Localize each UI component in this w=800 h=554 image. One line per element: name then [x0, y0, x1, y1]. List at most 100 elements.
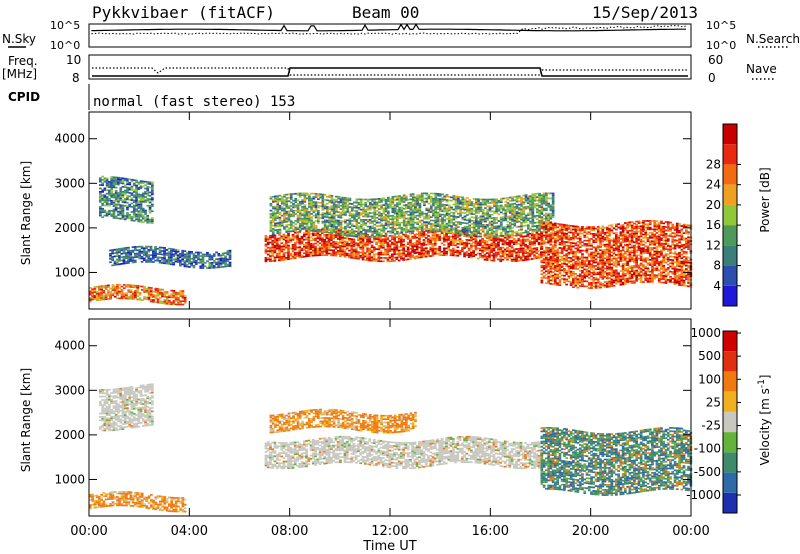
heatmap-cell — [121, 208, 125, 210]
heatmap-cell — [420, 231, 424, 233]
heatmap-cell — [420, 226, 424, 229]
heatmap-cell — [308, 219, 311, 222]
heatmap-cell — [481, 251, 484, 254]
heatmap-cell — [330, 235, 333, 238]
heatmap-cell — [273, 256, 277, 259]
heatmap-cell — [533, 205, 537, 207]
heatmap-cell — [323, 244, 326, 246]
heatmap-cell — [470, 208, 474, 210]
heatmap-cell — [474, 242, 478, 244]
heatmap-cell — [179, 295, 182, 297]
heatmap-cell — [565, 273, 568, 276]
heatmap-cell — [375, 216, 379, 219]
heatmap-cell — [590, 260, 593, 262]
heatmap-cell — [321, 195, 325, 198]
heatmap-cell — [508, 227, 512, 229]
heatmap-cell — [310, 204, 313, 207]
heatmap-cell — [123, 189, 127, 192]
heatmap-cell — [285, 207, 289, 210]
heatmap-cell — [526, 233, 530, 236]
heatmap-cell — [567, 260, 571, 262]
heatmap-cell — [549, 232, 553, 234]
heatmap-cell — [332, 205, 336, 208]
heatmap-cell — [312, 209, 316, 212]
heatmap-cell — [139, 214, 143, 216]
heatmap-cell — [515, 217, 519, 220]
heatmap-cell — [271, 214, 275, 217]
heatmap-cell — [405, 212, 408, 215]
heatmap-cell — [556, 255, 559, 257]
heatmap-cell — [105, 179, 109, 181]
heatmap-cell — [273, 249, 277, 252]
heatmap-cell — [423, 197, 426, 200]
heatmap-cell — [479, 217, 483, 219]
heatmap-cell — [336, 234, 340, 237]
heatmap-cell — [125, 284, 128, 286]
beam-title: Beam 00 — [352, 3, 419, 22]
heatmap-cell — [527, 195, 530, 198]
heatmap-cell — [520, 196, 523, 199]
heatmap-cell — [492, 239, 496, 242]
heatmap-cell — [361, 257, 365, 259]
heatmap-cell — [289, 213, 293, 216]
heatmap-cell — [459, 209, 462, 212]
heatmap-cell — [457, 221, 460, 223]
heatmap-cell — [434, 197, 438, 200]
heatmap-cell — [109, 291, 112, 293]
heatmap-cell — [463, 208, 467, 211]
heatmap-cell — [468, 226, 471, 228]
heatmap-cell — [98, 287, 101, 290]
heatmap-cell — [323, 216, 327, 218]
heatmap-cell — [549, 238, 553, 241]
heatmap-cell — [103, 209, 107, 212]
heatmap-cell — [515, 197, 519, 200]
heatmap-cell — [289, 222, 293, 224]
heatmap-cell — [278, 246, 281, 248]
heatmap-cell — [278, 247, 281, 250]
heatmap-cell — [515, 234, 518, 237]
heatmap-cell — [542, 234, 546, 237]
heatmap-cell — [587, 244, 591, 247]
heatmap-cell — [402, 221, 406, 224]
heatmap-cell — [420, 223, 424, 225]
heatmap-cell — [355, 200, 359, 202]
heatmap-cell — [317, 201, 320, 204]
heatmap-cell — [400, 216, 404, 219]
heatmap-cell — [129, 286, 133, 288]
heatmap-cell — [400, 198, 404, 200]
heatmap-cell — [466, 232, 469, 235]
heatmap-cell — [113, 287, 117, 290]
heatmap-cell — [387, 223, 390, 226]
heatmap-cell — [384, 248, 387, 251]
heatmap-cell — [425, 201, 429, 203]
heatmap-cell — [450, 227, 453, 229]
heatmap-cell — [567, 268, 571, 271]
heatmap-cell — [493, 220, 496, 223]
heatmap-cell — [483, 255, 487, 258]
heatmap-cell — [547, 282, 550, 285]
heatmap-cell — [470, 233, 474, 236]
heatmap-cell — [481, 200, 485, 203]
heatmap-cell — [334, 241, 338, 243]
heatmap-cell — [447, 218, 451, 220]
heatmap-cell — [341, 203, 345, 206]
heatmap-cell — [308, 211, 311, 213]
heatmap-cell — [151, 210, 154, 213]
heatmap-cell — [151, 220, 154, 223]
heatmap-cell — [425, 207, 429, 210]
heatmap-cell — [450, 221, 453, 224]
heatmap-cell — [547, 212, 550, 215]
heatmap-cell — [416, 223, 419, 225]
heatmap-cell — [321, 214, 325, 216]
heatmap-cell — [465, 245, 469, 248]
heatmap-cell — [339, 232, 343, 234]
heatmap-cell — [441, 224, 444, 226]
heatmap-cell — [386, 243, 390, 246]
heatmap-cell — [524, 245, 527, 248]
heatmap-cell — [323, 204, 327, 206]
heatmap-cell — [391, 250, 394, 252]
heatmap-cell — [438, 239, 442, 241]
heatmap-cell — [427, 197, 431, 200]
heatmap-cell — [393, 207, 397, 210]
heatmap-cell — [276, 225, 280, 228]
